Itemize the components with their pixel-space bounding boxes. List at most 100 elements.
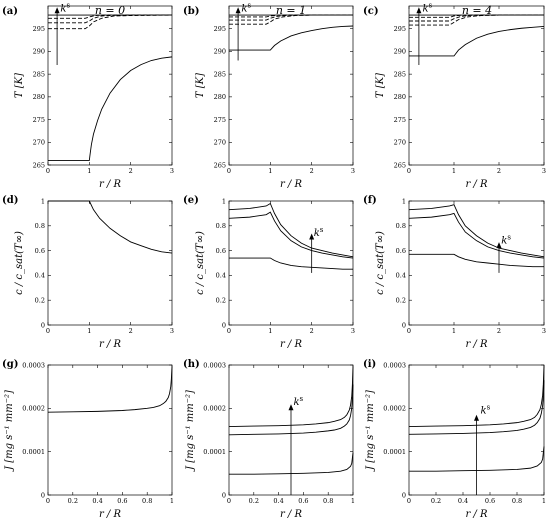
x-tick-label: 0.6 [298,497,308,505]
x-tick-label: 0 [227,327,231,335]
series-line-0 [409,253,544,268]
x-axis-label: r / R [280,339,303,350]
y-tick-label: 0.4 [35,272,45,280]
series-line-1 [228,384,354,436]
series-line-2 [408,204,545,258]
x-tick-label: 1 [87,327,91,335]
panel-label: (e) [183,195,199,206]
x-tick-label: 3 [170,167,174,175]
x-axis-label: r / R [465,339,488,350]
ks-superscript: s [247,1,251,9]
x-tick-label: 0 [407,327,411,335]
y-tick-label: 0.2 [216,297,226,305]
y-tick-label: 0.0001 [383,448,406,456]
panel-h: 0 0.2 0.4 0.6 0.8 1 0 0.0001 0.0002 0.0003(h) r / … [183,359,355,520]
series-line-0 [229,25,354,51]
x-tick-label: 0 [407,497,411,505]
axes-frame [408,5,545,166]
y-tick-label: 0 [41,321,45,329]
x-axis-label: r / R [99,339,122,350]
column-title-0: n = 0 [95,4,125,17]
y-tick-label: 285 [33,70,45,78]
ks-arrow-label: ks [60,1,70,14]
x-tick-label: 1 [170,497,174,505]
y-tick-label: 290 [394,48,406,56]
ks-superscript: s [66,1,70,9]
y-tick-label: 0.0003 [383,361,406,369]
y-tick-label: 275 [394,116,406,124]
x-tick-label: 1 [452,167,456,175]
x-tick-label: 0 [46,327,50,335]
y-tick-label: 0 [402,491,406,499]
panel-label: (i) [363,359,376,370]
x-tick-label: 2 [310,327,314,335]
y-tick-label: 280 [214,93,226,101]
y-tick-label: 290 [33,48,45,56]
panel-label: (d) [2,195,18,206]
x-tick-label: 1 [351,497,355,505]
x-tick-label: 0 [227,497,231,505]
y-tick-label: 0.6 [216,247,226,255]
ks-arrow-label: ks [423,1,433,14]
ks-superscript: s [300,395,304,403]
y-tick-label: 285 [214,70,226,78]
ks-arrow-head [235,7,241,14]
y-tick-label: 0.0001 [203,448,226,456]
x-tick-label: 1 [268,167,272,175]
y-tick-label: 0.2 [396,297,406,305]
ks-arrow-head [309,233,315,240]
y-axis-label: T [K] [195,73,206,98]
series-line-1 [409,14,544,26]
x-tick-label: 0 [227,167,231,175]
x-tick-label: 2 [497,327,501,335]
axes-frame [47,5,173,166]
y-axis-label: T [K] [14,73,25,98]
y-tick-label: 290 [214,48,226,56]
y-axis-label: J [mg s⁻¹ mm⁻²] [365,390,376,472]
x-axis-label: r / R [99,509,122,520]
x-tick-label: 0.2 [431,497,441,505]
series-line-0 [48,200,173,254]
x-tick-label: 0.6 [117,497,127,505]
y-tick-label: 0 [41,491,45,499]
panel-label: (b) [183,6,199,17]
axes-frame [47,364,173,496]
x-tick-label: 1 [452,327,456,335]
y-tick-label: 285 [394,70,406,78]
x-tick-label: 0.6 [485,497,495,505]
panel-label: (c) [363,6,379,17]
y-tick-label: 0.0002 [383,405,406,413]
y-tick-label: 265 [214,161,226,169]
series-line-1 [48,14,173,30]
x-tick-label: 3 [351,167,355,175]
y-tick-label: 0.4 [396,272,406,280]
series-line-1 [408,212,545,259]
x-tick-label: 3 [542,167,546,175]
y-axis-label: c / c_sat(T∞) [195,231,206,295]
y-tick-label: 0.8 [35,222,45,230]
axes-frame [408,200,545,326]
ks-arrow-label: ks [314,226,324,239]
series-line-0 [229,452,354,475]
series-line-2 [229,14,353,21]
y-tick-label: 0.2 [35,297,45,305]
y-tick-label: 295 [394,25,406,33]
axes-frame [228,5,354,166]
axes-frame [47,200,173,326]
x-tick-label: 3 [351,327,355,335]
panel-b: 0 1 2 3 265 270 275 280 285 290 295 (b) r / R T [K] ks [183,1,355,190]
x-tick-label: 3 [542,327,546,335]
axes-frame [228,200,354,326]
x-tick-label: 0.4 [458,497,468,505]
panel-g: 0 0.2 0.4 0.6 0.8 1 0 0.0001 0.0002 0.0003 (g) r / … [2,359,174,520]
ks-superscript: s [507,234,511,242]
ks-arrow-label: ks [293,395,303,408]
y-tick-label: 270 [394,139,406,147]
x-tick-label: 0.8 [142,497,152,505]
y-tick-label: 0.0003 [203,361,226,369]
y-tick-label: 280 [33,93,45,101]
y-tick-label: 0.8 [216,222,226,230]
ks-superscript: s [429,1,433,9]
x-axis-label: r / R [465,179,488,190]
